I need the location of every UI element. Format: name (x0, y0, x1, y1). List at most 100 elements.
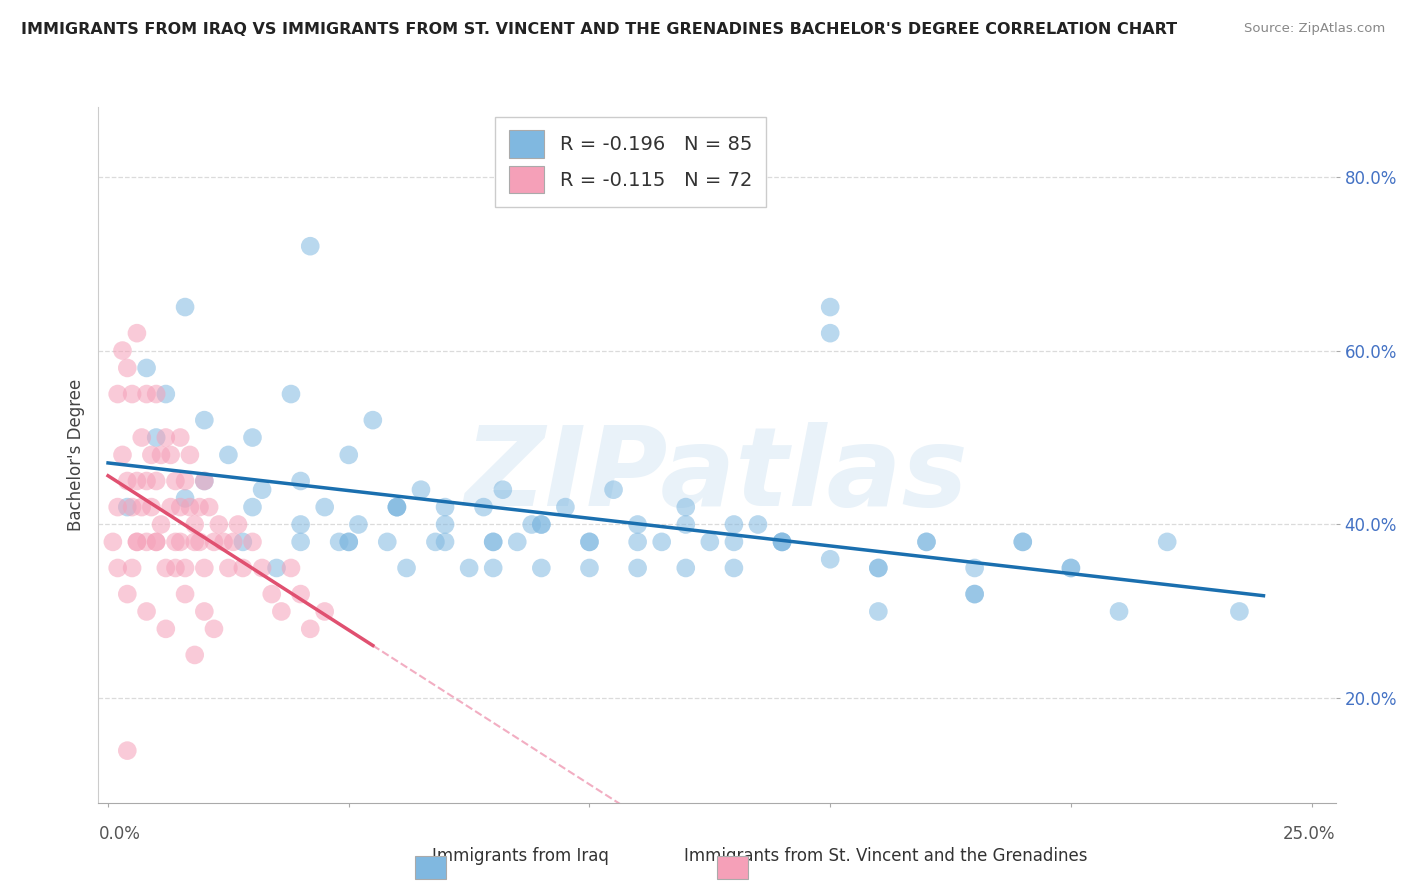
Point (675, 517, 697, 532)
Point (1011, 534, 1033, 549)
Point (434, 500, 457, 514)
Point (117, 474, 139, 488)
Point (111, 448, 134, 462)
Point (125, 534, 148, 549)
Point (174, 300, 197, 314)
Point (188, 500, 211, 514)
Point (242, 500, 264, 514)
Point (165, 534, 187, 549)
Point (179, 448, 201, 462)
Point (131, 430, 153, 444)
Point (385, 500, 408, 514)
Point (337, 534, 360, 549)
Point (242, 430, 264, 444)
Point (107, 561, 129, 575)
Point (145, 534, 167, 549)
Point (183, 534, 205, 549)
Point (280, 561, 302, 575)
Point (675, 561, 697, 575)
Point (337, 448, 360, 462)
Point (1060, 561, 1083, 575)
Point (299, 622, 322, 636)
Point (270, 605, 292, 619)
Point (193, 561, 215, 575)
Point (578, 561, 600, 575)
Point (174, 587, 197, 601)
Point (165, 561, 187, 575)
Point (530, 517, 553, 532)
Point (723, 561, 745, 575)
Point (193, 605, 215, 619)
Point (530, 561, 553, 575)
Point (198, 500, 221, 514)
Point (554, 500, 576, 514)
Point (409, 483, 432, 497)
Point (963, 587, 986, 601)
Point (145, 430, 167, 444)
Point (145, 387, 167, 401)
Point (131, 500, 153, 514)
Point (314, 605, 336, 619)
Point (232, 534, 254, 549)
Point (121, 500, 143, 514)
Point (117, 744, 139, 758)
Point (1108, 605, 1130, 619)
Point (337, 534, 360, 549)
Point (217, 561, 239, 575)
Point (141, 500, 163, 514)
Point (125, 534, 148, 549)
Point (818, 300, 841, 314)
Point (434, 534, 457, 549)
Point (361, 413, 384, 427)
Point (328, 534, 350, 549)
Point (458, 561, 481, 575)
Point (627, 534, 650, 549)
Point (111, 343, 134, 358)
Point (482, 561, 505, 575)
Point (202, 622, 225, 636)
Point (651, 534, 673, 549)
Point (232, 561, 254, 575)
Point (314, 500, 336, 514)
Point (1060, 561, 1083, 575)
Point (723, 517, 745, 532)
Point (395, 561, 418, 575)
Point (290, 517, 312, 532)
Point (723, 534, 745, 549)
Point (135, 534, 157, 549)
Point (530, 517, 553, 532)
Text: 25.0%: 25.0% (1284, 825, 1336, 843)
Point (492, 483, 515, 497)
Point (770, 534, 793, 549)
Point (868, 561, 890, 575)
Point (627, 517, 650, 532)
Point (212, 534, 235, 549)
Point (770, 534, 793, 549)
Point (260, 587, 283, 601)
Point (425, 534, 447, 549)
Point (250, 561, 273, 575)
Point (135, 474, 157, 488)
Point (117, 587, 139, 601)
Point (179, 500, 201, 514)
Point (150, 448, 173, 462)
Point (699, 534, 721, 549)
Point (121, 387, 143, 401)
Point (1156, 534, 1178, 549)
Legend: R = -0.196   N = 85, R = -0.115   N = 72: R = -0.196 N = 85, R = -0.115 N = 72 (495, 117, 765, 207)
Point (125, 326, 148, 340)
Point (868, 605, 890, 619)
Point (675, 500, 697, 514)
Point (208, 517, 231, 532)
Point (159, 448, 181, 462)
Point (165, 474, 187, 488)
Point (472, 500, 495, 514)
Point (963, 587, 986, 601)
Point (299, 239, 322, 253)
Point (135, 361, 157, 376)
Point (193, 474, 215, 488)
Point (868, 561, 890, 575)
Point (578, 534, 600, 549)
Point (280, 387, 302, 401)
Point (183, 648, 205, 662)
